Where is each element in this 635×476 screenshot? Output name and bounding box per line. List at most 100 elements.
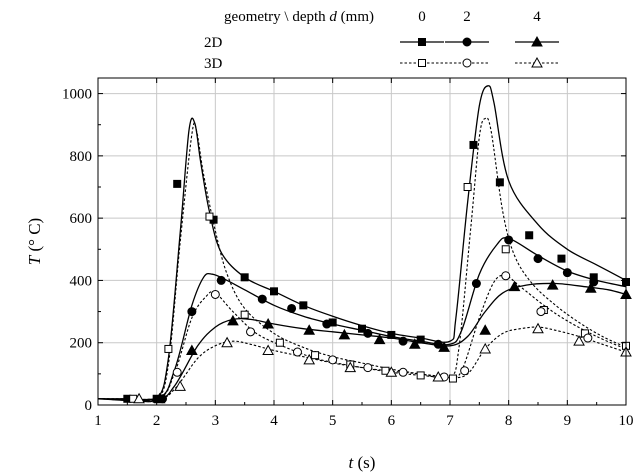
series-2d-d2-marker (287, 303, 297, 313)
x-tick-label: 7 (446, 413, 454, 429)
series-3d-d0-marker (311, 351, 320, 360)
series-3d-d2-marker (292, 347, 302, 357)
grid-lines (98, 78, 626, 405)
series-3d-d2-marker (501, 271, 511, 281)
x-tick-label: 4 (270, 413, 278, 429)
legend-2d-d2-marker (462, 37, 472, 47)
x-axis-label: t (s) (349, 453, 376, 472)
x-tick-label: 3 (212, 413, 220, 429)
series-2d-d4-marker (303, 324, 316, 335)
series-3d-d2-marker (398, 367, 408, 377)
legend-column-label: 2 (463, 9, 471, 25)
y-tick-label: 0 (85, 398, 93, 414)
series-3d-d4-marker (174, 380, 186, 391)
legend: geometry \ depth d (mm) 0 2 4 2D 3D (204, 9, 559, 72)
series-2d-d0-marker (270, 287, 278, 296)
series-3d-d0-marker (275, 338, 284, 347)
series-3d-d4-marker (303, 353, 316, 365)
series-2d-d0-marker (525, 231, 534, 240)
series-2d-d0-marker (557, 254, 566, 263)
series-3d-d0-marker (240, 310, 249, 319)
series-3d-d2-marker (460, 366, 470, 376)
series-markers (123, 140, 632, 404)
series-2d-d4-marker (227, 314, 239, 326)
series-3d-d2-marker (246, 327, 256, 337)
y-axis-label: T (° C) (25, 218, 44, 265)
series-3d-d4-marker (573, 335, 585, 346)
series-2d-d2-marker (363, 328, 373, 338)
series-3d-d0-marker (164, 344, 173, 353)
series-2d-d2-marker (504, 235, 514, 245)
tick-labels: 1 2 3 4 5 6 7 8 9 10 0 200 400 600 800 1000 (62, 87, 634, 429)
series-3d-d0-marker (501, 245, 510, 254)
series-2d-d4-marker (438, 341, 450, 352)
series-3d-d2-marker (363, 363, 373, 373)
series-3d-d2-marker (328, 355, 338, 365)
series-2d-d2-marker (533, 254, 543, 264)
series-3d-d2-marker (536, 307, 546, 317)
legend-3d-d4-marker (531, 56, 543, 68)
series-2d-d4-marker (186, 344, 198, 355)
series-3d-d4-marker (133, 392, 145, 404)
series-2d-d2-marker (216, 275, 226, 285)
plot-frame (97, 77, 627, 406)
legend-2d-d4-marker (531, 35, 543, 47)
series-3d-d4-marker (344, 361, 357, 373)
series-2d-d2-marker (562, 268, 572, 278)
x-tick-label: 2 (153, 413, 161, 429)
series-3d-d0-line (98, 117, 627, 402)
series-3d-d4-marker (432, 370, 445, 382)
legend-column-label: 4 (533, 9, 541, 25)
legend-3d-d2-marker (462, 58, 472, 68)
x-tick-label: 1 (94, 413, 102, 429)
legend-row-label: 2D (204, 35, 223, 51)
series-2d-d4-marker (584, 282, 597, 293)
series-2d-d4-marker (546, 279, 559, 290)
series-2d-d2-marker (433, 339, 443, 349)
series-2d-d0-marker (240, 273, 249, 282)
series-2d-d0-marker (173, 179, 182, 188)
legend-column-label: 0 (418, 9, 426, 25)
series-3d-d2-marker (172, 367, 182, 377)
series-2d-d4-marker (508, 280, 521, 292)
legend-header: geometry \ depth d (mm) (224, 9, 374, 25)
series-2d-d0-marker (387, 330, 396, 339)
series-2d-d4-marker (373, 333, 386, 345)
series-2d-d0-marker (416, 335, 425, 344)
series-2d-d2-marker (398, 336, 408, 346)
series-3d-d0-marker (416, 371, 425, 380)
legend-row-label: 3D (204, 56, 223, 72)
series-3d-d4-marker (532, 322, 544, 334)
y-tick-label: 800 (70, 149, 93, 165)
x-tick-label: 5 (329, 413, 337, 429)
series-2d-d0-marker (358, 324, 366, 333)
x-tick-label: 6 (388, 413, 396, 429)
legend-2d-d0-marker (418, 38, 426, 46)
series-2d-d4-marker (408, 338, 421, 349)
series-3d-d0-marker (463, 183, 472, 191)
series-3d-d4-marker (221, 336, 233, 348)
x-tick-label: 8 (505, 413, 513, 429)
x-tick-label: 10 (619, 413, 634, 429)
series-3d-d0-marker (448, 374, 457, 383)
series-2d-d2-marker (322, 319, 332, 329)
series-2d-d4-marker (262, 317, 274, 329)
series-2d-d2-marker (471, 279, 481, 289)
y-tick-label: 400 (70, 273, 93, 289)
series-lines (97, 85, 627, 403)
series-3d-d0-marker (205, 212, 214, 221)
series-3d-d4-marker (385, 366, 398, 377)
series-3d-d2-marker (583, 333, 593, 343)
series-2d-d4-marker (338, 328, 351, 340)
series-2d-d2-marker (257, 294, 267, 304)
series-2d-d0-marker (469, 140, 478, 149)
y-tick-label: 200 (70, 336, 93, 352)
series-2d-d4-line (97, 282, 627, 401)
series-2d-d0-marker (495, 178, 504, 187)
series-3d-d2-marker (210, 289, 220, 299)
axis-ticks (97, 78, 627, 406)
legend-3d-d0-marker (418, 59, 426, 67)
series-2d-d4-marker (479, 324, 492, 335)
y-tick-label: 1000 (62, 87, 92, 103)
